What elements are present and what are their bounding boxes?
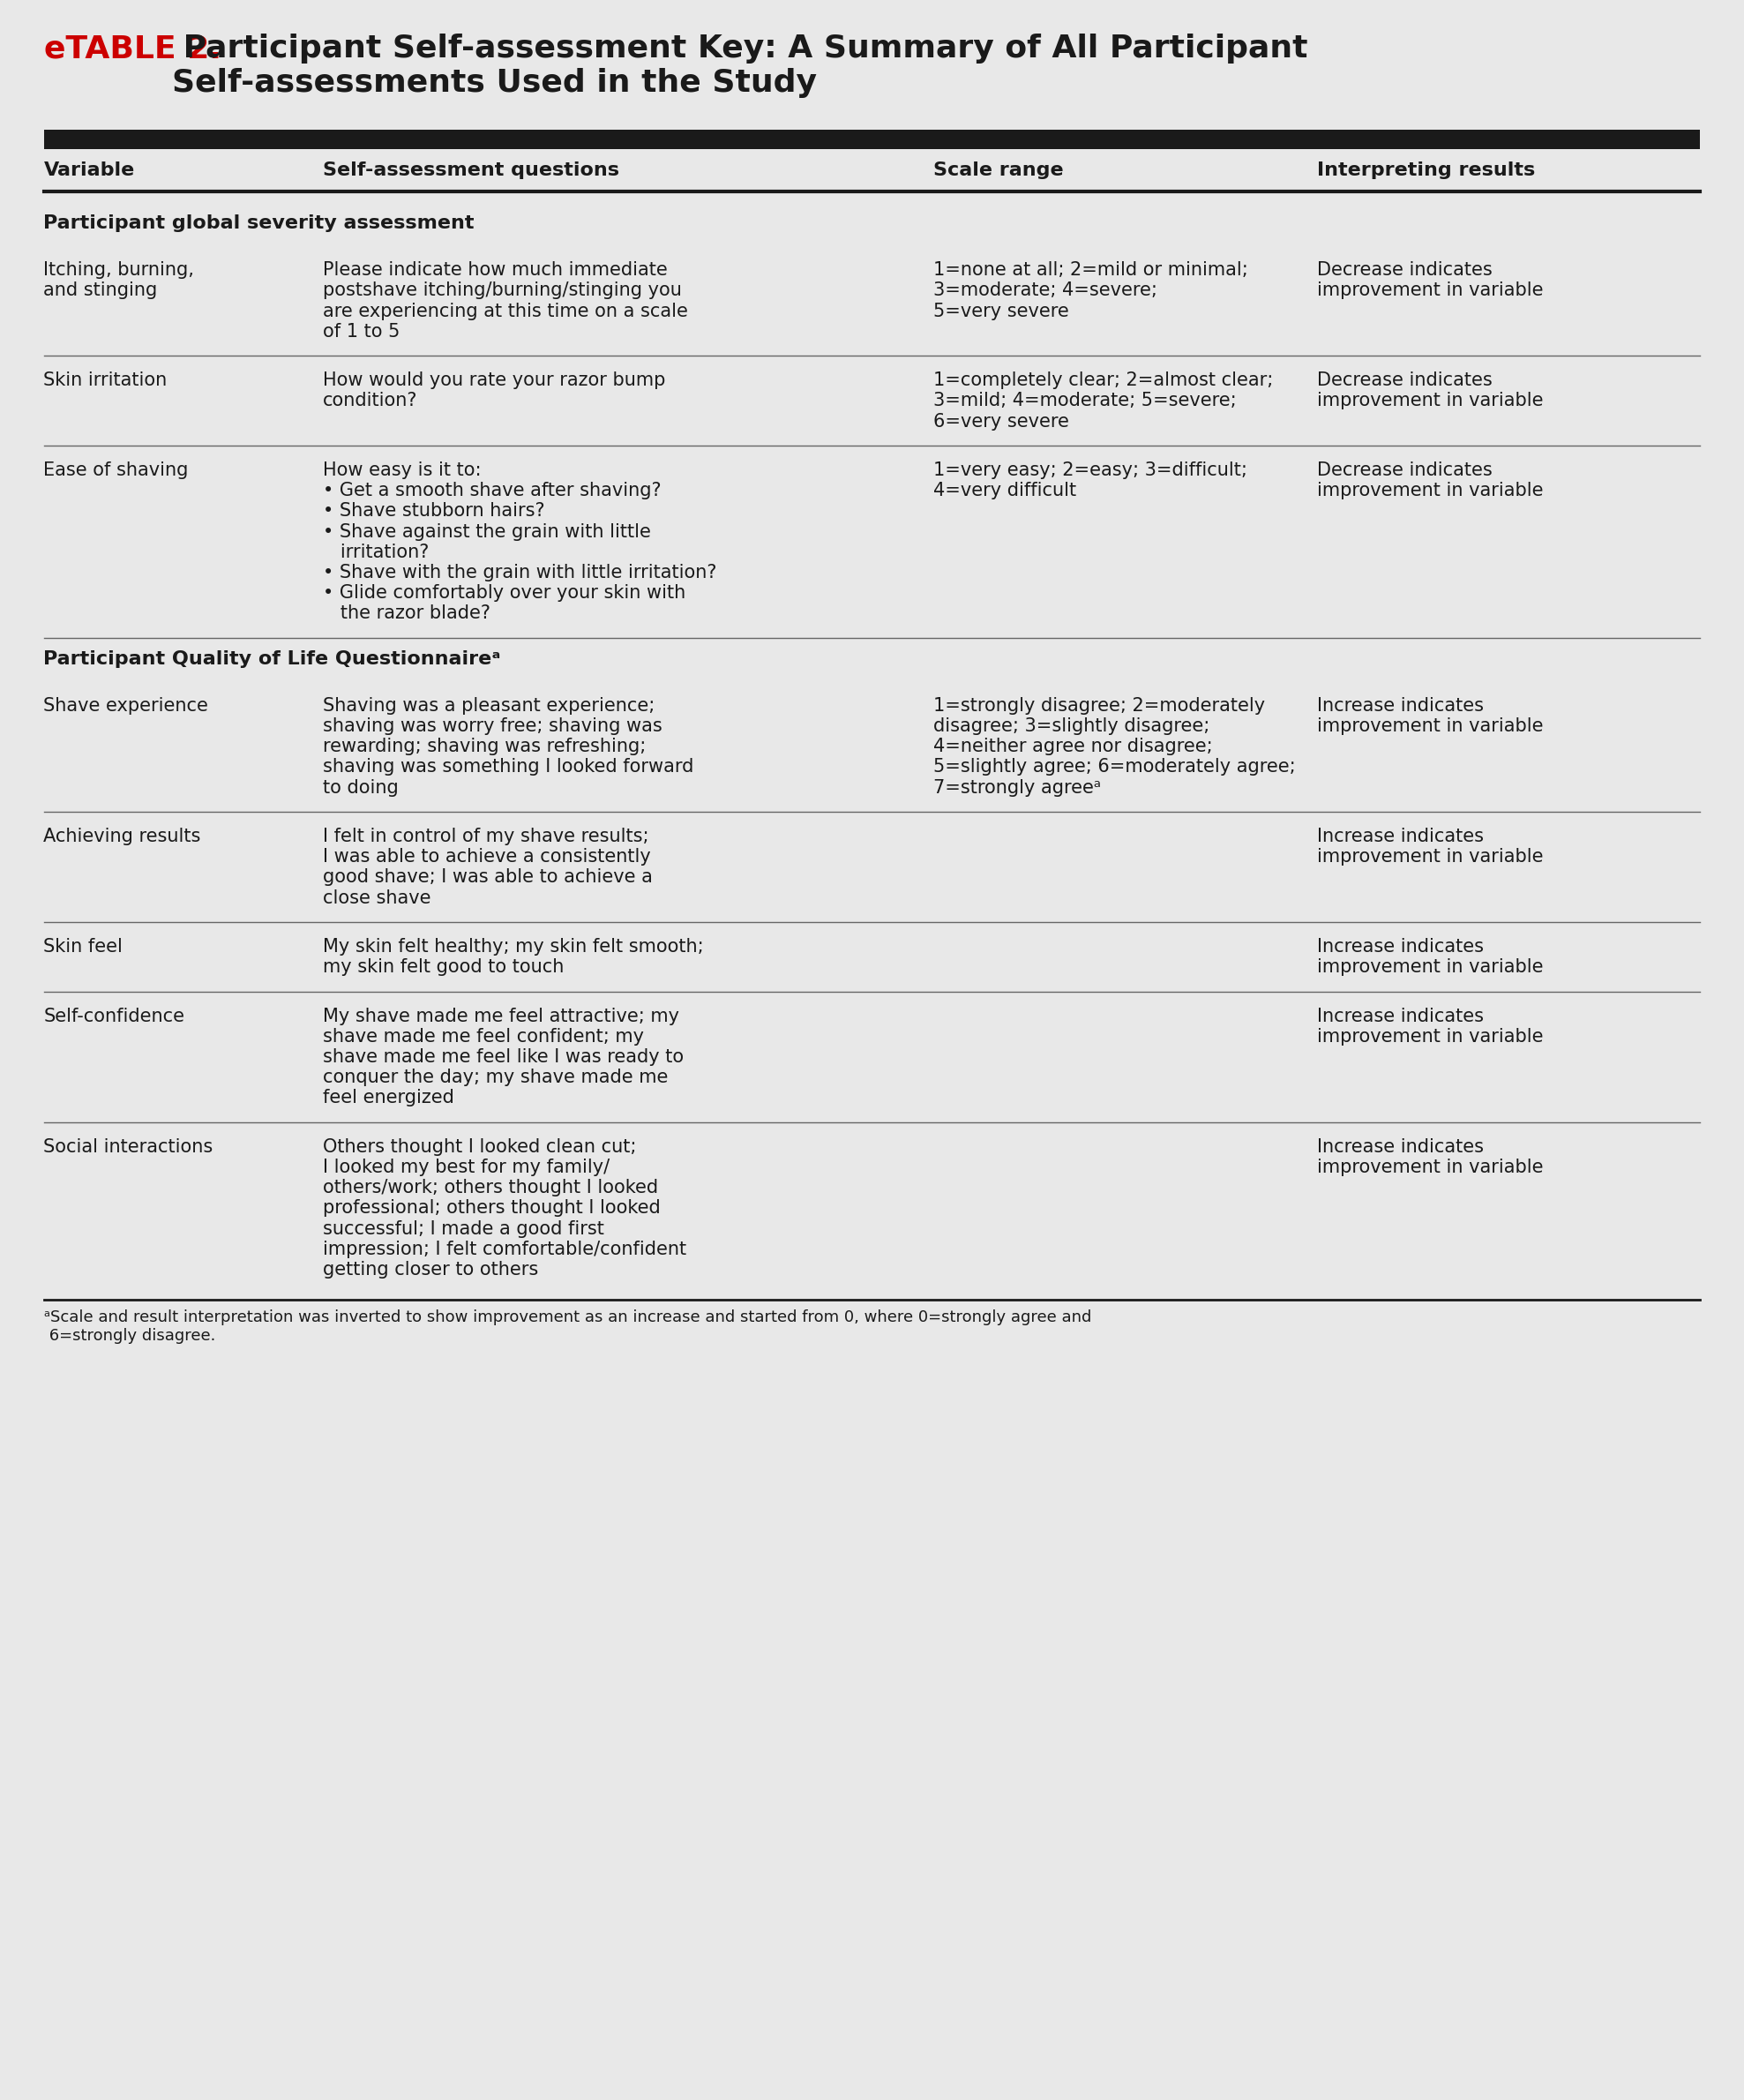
Text: Decrease indicates
improvement in variable: Decrease indicates improvement in variab… (1317, 462, 1543, 500)
Text: Skin feel: Skin feel (44, 939, 122, 956)
Text: 1=strongly disagree; 2=moderately
disagree; 3=slightly disagree;
4=neither agree: 1=strongly disagree; 2=moderately disagr… (933, 697, 1296, 796)
Text: Increase indicates
improvement in variable: Increase indicates improvement in variab… (1317, 827, 1543, 865)
Text: My shave made me feel attractive; my
shave made me feel confident; my
shave made: My shave made me feel attractive; my sha… (323, 1008, 684, 1107)
Text: 1=very easy; 2=easy; 3=difficult;
4=very difficult: 1=very easy; 2=easy; 3=difficult; 4=very… (933, 462, 1247, 500)
Text: 1=none at all; 2=mild or minimal;
3=moderate; 4=severe;
5=very severe: 1=none at all; 2=mild or minimal; 3=mode… (933, 260, 1247, 319)
Text: Self-assessment questions: Self-assessment questions (323, 162, 619, 178)
Text: Itching, burning,
and stinging: Itching, burning, and stinging (44, 260, 194, 300)
Text: How would you rate your razor bump
condition?: How would you rate your razor bump condi… (323, 372, 664, 410)
Text: Increase indicates
improvement in variable: Increase indicates improvement in variab… (1317, 697, 1543, 735)
Text: Social interactions: Social interactions (44, 1138, 213, 1155)
Text: Scale range: Scale range (933, 162, 1064, 178)
Text: Shaving was a pleasant experience;
shaving was worry free; shaving was
rewarding: Shaving was a pleasant experience; shavi… (323, 697, 694, 796)
Text: Increase indicates
improvement in variable: Increase indicates improvement in variab… (1317, 939, 1543, 977)
Text: ᵃScale and result interpretation was inverted to show improvement as an increase: ᵃScale and result interpretation was inv… (44, 1310, 1092, 1344)
Text: Please indicate how much immediate
postshave itching/burning/stinging you
are ex: Please indicate how much immediate posts… (323, 260, 687, 340)
Text: Achieving results: Achieving results (44, 827, 201, 846)
Text: Shave experience: Shave experience (44, 697, 209, 714)
Text: How easy is it to:
• Get a smooth shave after shaving?
• Shave stubborn hairs?
•: How easy is it to: • Get a smooth shave … (323, 462, 717, 622)
Text: Decrease indicates
improvement in variable: Decrease indicates improvement in variab… (1317, 260, 1543, 300)
Text: eTABLE 2.: eTABLE 2. (44, 34, 221, 63)
Text: Participant Self-assessment Key: A Summary of All Participant
Self-assessments U: Participant Self-assessment Key: A Summa… (173, 34, 1308, 99)
Bar (44, 130, 1700, 149)
Text: My skin felt healthy; my skin felt smooth;
my skin felt good to touch: My skin felt healthy; my skin felt smoot… (323, 939, 703, 977)
Text: Self-confidence: Self-confidence (44, 1008, 185, 1025)
Text: Participant Quality of Life Questionnaireᵃ: Participant Quality of Life Questionnair… (44, 651, 501, 668)
Text: I felt in control of my shave results;
I was able to achieve a consistently
good: I felt in control of my shave results; I… (323, 827, 652, 907)
Text: 1=completely clear; 2=almost clear;
3=mild; 4=moderate; 5=severe;
6=very severe: 1=completely clear; 2=almost clear; 3=mi… (933, 372, 1273, 430)
Text: Variable: Variable (44, 162, 134, 178)
Text: Increase indicates
improvement in variable: Increase indicates improvement in variab… (1317, 1138, 1543, 1176)
Text: Ease of shaving: Ease of shaving (44, 462, 188, 479)
Text: Skin irritation: Skin irritation (44, 372, 167, 388)
Text: Increase indicates
improvement in variable: Increase indicates improvement in variab… (1317, 1008, 1543, 1046)
Text: Others thought I looked clean cut;
I looked my best for my family/
others/work; : Others thought I looked clean cut; I loo… (323, 1138, 685, 1279)
Text: Participant global severity assessment: Participant global severity assessment (44, 214, 474, 233)
Text: Decrease indicates
improvement in variable: Decrease indicates improvement in variab… (1317, 372, 1543, 410)
Text: Interpreting results: Interpreting results (1317, 162, 1535, 178)
